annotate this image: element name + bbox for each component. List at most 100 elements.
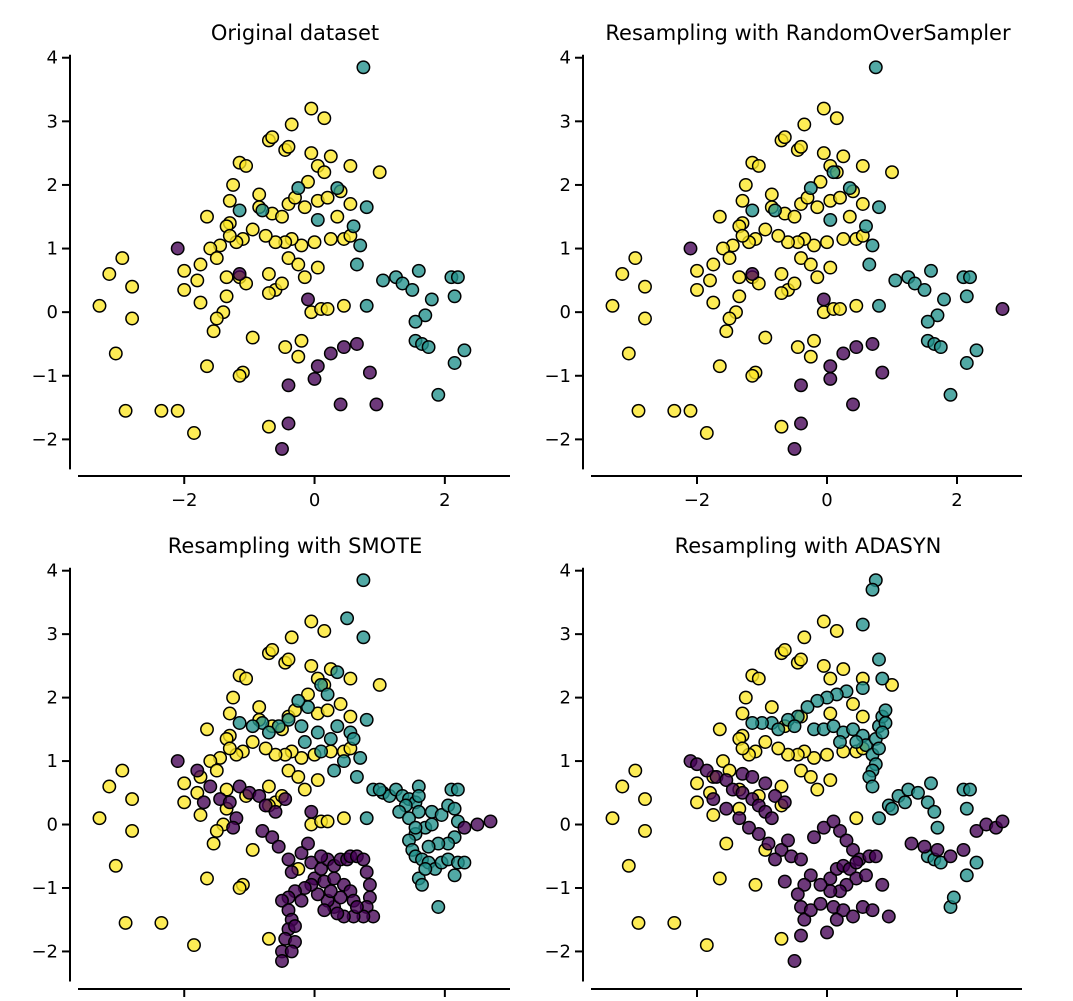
scatter-point-class-2 xyxy=(219,289,234,304)
scatter-point-class-1 xyxy=(924,776,938,791)
y-tick-label: −1 xyxy=(544,878,571,899)
scatter-point-class-2 xyxy=(284,630,299,645)
scatter-point-class-0 xyxy=(849,340,864,355)
scatter-point-class-1 xyxy=(411,789,426,803)
scatter-point-class-0 xyxy=(836,903,851,918)
scatter-point-class-1 xyxy=(898,795,912,810)
scatter-point-class-2 xyxy=(810,782,825,797)
scatter-point-class-0 xyxy=(846,397,860,412)
scatter-point-class-1 xyxy=(963,782,977,797)
scatter-point-class-2 xyxy=(764,700,779,715)
scatter-point-class-1 xyxy=(434,808,449,822)
scatter-point-class-2 xyxy=(722,251,737,266)
scatter-point-class-1 xyxy=(411,263,426,278)
scatter-point-class-0 xyxy=(252,789,267,803)
scatter-point-class-0 xyxy=(794,928,808,943)
chart-title: Resampling with SMOTE xyxy=(168,534,422,558)
scatter-point-class-0 xyxy=(833,823,847,838)
scatter-point-class-1 xyxy=(415,877,429,892)
scatter-point-class-2 xyxy=(222,193,237,208)
scatter-point-class-2 xyxy=(836,662,851,677)
scatter-point-class-2 xyxy=(699,938,714,953)
scatter-point-class-0 xyxy=(690,757,704,772)
scatter-point-class-2 xyxy=(667,915,682,930)
scatter-point-class-1 xyxy=(421,839,436,854)
scatter-point-class-2 xyxy=(154,915,169,930)
scatter-point-class-0 xyxy=(281,378,296,393)
scatter-point-class-1 xyxy=(865,582,880,597)
scatter-point-class-1 xyxy=(402,811,416,826)
scatter-point-class-0 xyxy=(265,830,280,845)
scatter-point-class-2 xyxy=(320,703,335,718)
chart-title: Resampling with RandomOverSampler xyxy=(605,21,1011,45)
scatter-point-class-2 xyxy=(291,349,306,364)
scatter-point-class-2 xyxy=(781,235,795,250)
scatter-point-class-2 xyxy=(820,747,834,762)
y-tick-label: −1 xyxy=(31,366,58,387)
scatter-point-class-2 xyxy=(333,697,348,711)
scatter-point-class-2 xyxy=(265,130,280,145)
scatter-point-class-0 xyxy=(875,365,890,380)
scatter-point-class-2 xyxy=(222,706,237,721)
scatter-point-class-1 xyxy=(959,289,974,304)
scatter-point-class-1 xyxy=(963,270,977,285)
scatter-point-class-0 xyxy=(849,855,864,870)
y-tick-label: 4 xyxy=(560,561,571,582)
scatter-point-class-2 xyxy=(245,222,260,237)
scatter-point-class-0 xyxy=(323,884,338,899)
scatter-point-class-0 xyxy=(369,397,384,412)
scatter-point-class-0 xyxy=(803,903,818,918)
scatter-point-class-2 xyxy=(154,403,169,418)
scatter-point-class-0 xyxy=(301,836,315,851)
scatter-point-class-0 xyxy=(349,337,364,351)
scatter-point-class-1 xyxy=(943,387,958,402)
scatter-point-class-2 xyxy=(683,403,698,418)
scatter-point-class-2 xyxy=(226,177,241,192)
scatter-point-class-2 xyxy=(823,773,838,788)
scatter-point-class-0 xyxy=(764,811,779,826)
scatter-point-class-2 xyxy=(304,146,319,161)
scatter-point-class-2 xyxy=(690,776,704,791)
scatter-point-class-0 xyxy=(803,868,818,883)
scatter-point-class-2 xyxy=(706,808,721,822)
scatter-point-class-1 xyxy=(457,343,472,358)
scatter-point-class-2 xyxy=(803,349,818,364)
scatter-point-class-0 xyxy=(284,944,299,959)
scatter-point-class-2 xyxy=(268,235,283,250)
scatter-point-class-0 xyxy=(823,884,838,899)
scatter-point-class-0 xyxy=(930,842,945,857)
scatter-point-class-2 xyxy=(738,690,753,705)
scatter-point-class-0 xyxy=(288,919,302,934)
scatter-point-class-0 xyxy=(881,909,896,924)
scatter-point-class-2 xyxy=(209,311,224,326)
scatter-point-class-2 xyxy=(304,614,319,629)
scatter-point-class-2 xyxy=(108,858,123,873)
scatter-point-class-2 xyxy=(258,741,273,756)
scatter-point-class-0 xyxy=(745,769,760,784)
scatter-point-class-1 xyxy=(457,855,472,870)
scatter-point-class-2 xyxy=(771,228,786,243)
scatter-point-class-2 xyxy=(816,658,831,673)
scatter-point-class-0 xyxy=(813,877,828,892)
scatter-point-class-2 xyxy=(320,190,335,205)
y-tick-label: 0 xyxy=(47,302,58,323)
scatter-point-class-0 xyxy=(190,763,205,778)
x-tick-label: 2 xyxy=(951,490,962,511)
scatter-point-class-2 xyxy=(245,330,260,345)
scatter-point-class-0 xyxy=(284,865,299,880)
scatter-point-class-0 xyxy=(255,823,270,838)
scatter-point-class-2 xyxy=(294,238,309,253)
scatter-point-class-0 xyxy=(232,779,247,794)
scatter-point-class-2 xyxy=(836,232,851,246)
scatter-point-class-2 xyxy=(885,165,899,180)
y-tick-label: −1 xyxy=(544,366,571,387)
scatter-point-class-1 xyxy=(865,238,880,253)
scatter-point-class-1 xyxy=(859,219,873,234)
scatter-point-class-0 xyxy=(839,833,854,848)
scatter-point-class-1 xyxy=(301,700,315,715)
scatter-point-class-1 xyxy=(359,811,374,826)
scatter-point-class-2 xyxy=(261,267,276,281)
scatter-point-class-2 xyxy=(803,257,818,272)
scatter-point-class-2 xyxy=(735,706,750,721)
scatter-point-class-2 xyxy=(239,276,254,291)
